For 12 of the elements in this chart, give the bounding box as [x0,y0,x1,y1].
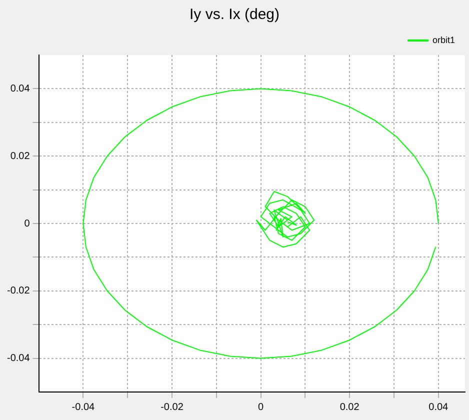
y-tick-label: -0.04 [6,353,30,364]
x-tick-label: -0.02 [160,402,184,413]
x-tick-label: -0.04 [72,402,96,413]
x-tick-label: 0.04 [428,402,449,413]
y-tick-label: 0.04 [10,83,30,94]
legend-label: orbit1 [432,34,455,45]
y-tick-label: 0.02 [10,150,30,162]
y-tick-label: 0 [24,218,30,230]
y-tick-label: -0.02 [6,286,30,297]
x-tick-label: 0 [258,402,264,413]
x-tick-label: 0.02 [340,402,360,413]
chart-title: Iy vs. Ix (deg) [189,6,280,24]
